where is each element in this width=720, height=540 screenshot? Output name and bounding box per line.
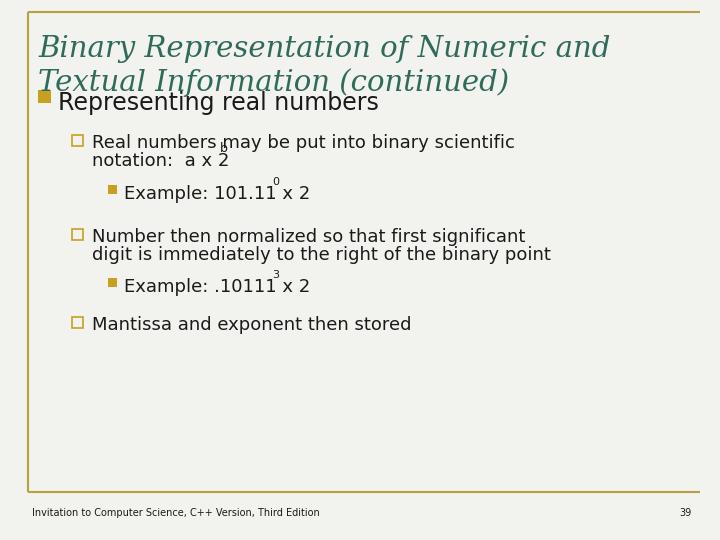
Text: b: b	[220, 142, 228, 155]
Text: digit is immediately to the right of the binary point: digit is immediately to the right of the…	[92, 246, 551, 264]
Bar	[108, 278, 117, 287]
Bar	[38, 90, 51, 103]
Text: notation:  a x 2: notation: a x 2	[92, 152, 230, 170]
Text: Real numbers may be put into binary scientific: Real numbers may be put into binary scie…	[92, 134, 515, 152]
Text: 3: 3	[272, 270, 279, 280]
Text: Textual Information (continued): Textual Information (continued)	[38, 68, 509, 97]
Bar	[72, 317, 83, 328]
Text: Number then normalized so that first significant: Number then normalized so that first sig…	[92, 228, 526, 246]
Bar	[108, 185, 117, 194]
Text: Example: .10111 x 2: Example: .10111 x 2	[124, 278, 310, 296]
Text: 0: 0	[272, 177, 279, 187]
Text: Mantissa and exponent then stored: Mantissa and exponent then stored	[92, 316, 412, 334]
Bar	[72, 135, 83, 146]
Text: Example: 101.11 x 2: Example: 101.11 x 2	[124, 185, 310, 203]
Text: Invitation to Computer Science, C++ Version, Third Edition: Invitation to Computer Science, C++ Vers…	[32, 508, 320, 518]
Text: 39: 39	[680, 508, 692, 518]
Bar	[72, 229, 83, 240]
Text: Binary Representation of Numeric and: Binary Representation of Numeric and	[38, 35, 611, 63]
Text: Representing real numbers: Representing real numbers	[58, 91, 379, 115]
